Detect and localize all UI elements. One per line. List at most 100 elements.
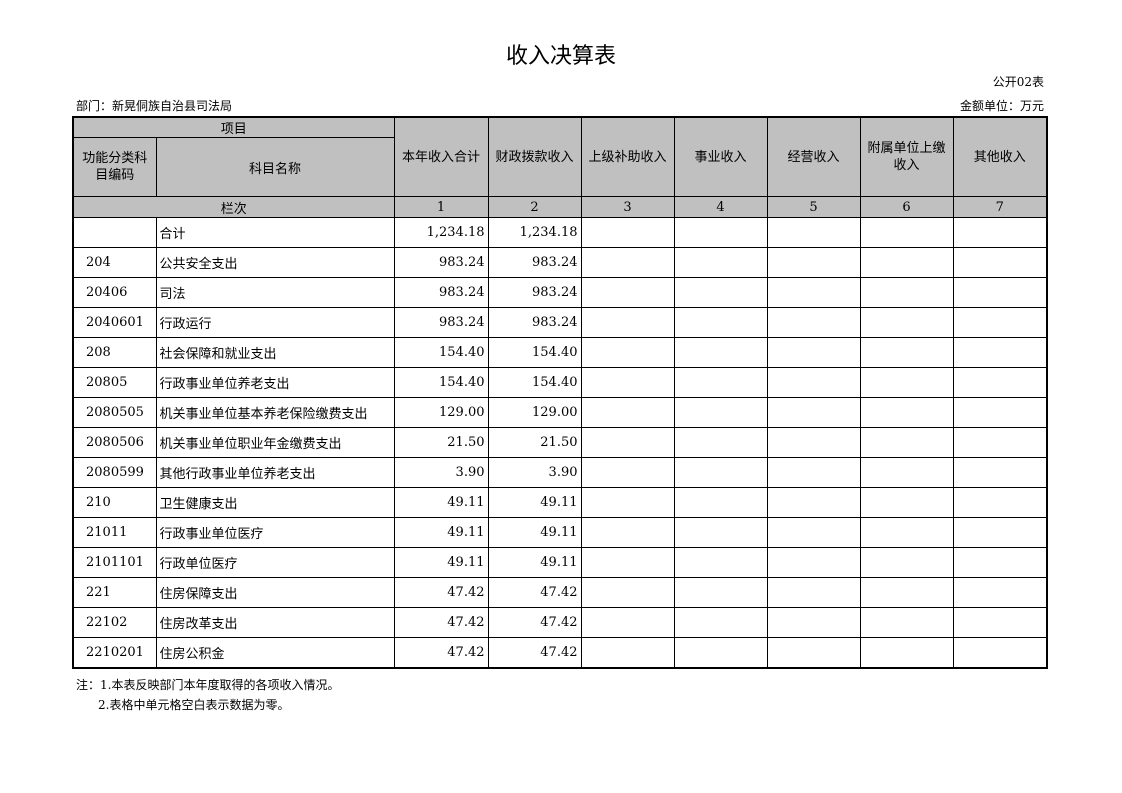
table-row: 2080505 机关事业单位基本养老保险缴费支出 129.00 129.00 [72, 397, 1048, 428]
row-code: 2101101 [72, 547, 157, 578]
row-fiscal: 49.11 [487, 517, 582, 548]
column-number: 1 [393, 196, 489, 218]
header-name: 科目名称 [155, 137, 395, 197]
empty-cell [952, 367, 1048, 398]
table-row: 20805 行政事业单位养老支出 154.40 154.40 [72, 367, 1048, 398]
empty-cell [580, 397, 675, 428]
empty-cell [952, 637, 1048, 669]
row-total: 154.40 [393, 367, 489, 398]
row-code: 208 [72, 337, 157, 368]
row-fiscal: 47.42 [487, 577, 582, 608]
row-code: 2040601 [72, 307, 157, 338]
header-col-5: 经营收入 [766, 116, 861, 197]
column-number: 6 [859, 196, 954, 218]
empty-cell [580, 457, 675, 488]
row-total: 47.42 [393, 607, 489, 638]
row-total: 1,234.18 [393, 217, 489, 248]
empty-cell [952, 577, 1048, 608]
table-row: 合计 1,234.18 1,234.18 [72, 217, 1048, 248]
empty-cell [766, 487, 861, 518]
column-number: 5 [766, 196, 861, 218]
note-1: 注：1.本表反映部门本年度取得的各项收入情况。 [76, 678, 340, 692]
empty-cell [580, 247, 675, 278]
empty-cell [859, 337, 954, 368]
table-row: 21011 行政事业单位医疗 49.11 49.11 [72, 517, 1048, 548]
row-code [72, 217, 157, 248]
table-row: 204 公共安全支出 983.24 983.24 [72, 247, 1048, 278]
column-number: 7 [952, 196, 1048, 218]
empty-cell [673, 277, 768, 308]
empty-cell [952, 457, 1048, 488]
header-col-2: 财政拨款收入 [487, 116, 582, 197]
header-col-6: 附属单位上缴收入 [859, 116, 954, 197]
row-code: 22102 [72, 607, 157, 638]
empty-cell [673, 517, 768, 548]
row-total: 49.11 [393, 517, 489, 548]
row-name: 行政事业单位医疗 [155, 517, 395, 548]
empty-cell [952, 247, 1048, 278]
empty-cell [766, 277, 861, 308]
income-table: 项目 本年收入合计 财政拨款收入 上级补助收入 事业收入 经营收入 附属单位上缴… [72, 116, 1048, 669]
empty-cell [766, 577, 861, 608]
empty-cell [952, 607, 1048, 638]
row-total: 47.42 [393, 577, 489, 608]
empty-cell [859, 607, 954, 638]
empty-cell [580, 337, 675, 368]
empty-cell [673, 637, 768, 669]
empty-cell [673, 427, 768, 458]
header-col-7: 其他收入 [952, 116, 1048, 197]
row-name: 其他行政事业单位养老支出 [155, 457, 395, 488]
row-total: 49.11 [393, 547, 489, 578]
empty-cell [673, 607, 768, 638]
empty-cell [580, 217, 675, 248]
row-fiscal: 154.40 [487, 337, 582, 368]
page-title: 收入决算表 [505, 44, 616, 69]
row-code: 2080506 [72, 427, 157, 458]
empty-cell [673, 367, 768, 398]
empty-cell [859, 637, 954, 669]
row-fiscal: 983.24 [487, 247, 582, 278]
empty-cell [952, 337, 1048, 368]
empty-cell [673, 457, 768, 488]
row-total: 983.24 [393, 247, 489, 278]
empty-cell [859, 427, 954, 458]
empty-cell [580, 367, 675, 398]
empty-cell [952, 397, 1048, 428]
row-name: 机关事业单位职业年金缴费支出 [155, 427, 395, 458]
empty-cell [859, 577, 954, 608]
empty-cell [952, 217, 1048, 248]
empty-cell [859, 247, 954, 278]
column-number: 4 [673, 196, 768, 218]
row-name: 卫生健康支出 [155, 487, 395, 518]
row-fiscal: 3.90 [487, 457, 582, 488]
row-name: 合计 [155, 217, 395, 248]
table-row: 221 住房保障支出 47.42 47.42 [72, 577, 1048, 608]
empty-cell [766, 547, 861, 578]
table-row: 210 卫生健康支出 49.11 49.11 [72, 487, 1048, 518]
empty-cell [766, 607, 861, 638]
empty-cell [766, 307, 861, 338]
empty-cell [766, 217, 861, 248]
empty-cell [859, 457, 954, 488]
row-name: 住房改革支出 [155, 607, 395, 638]
row-total: 49.11 [393, 487, 489, 518]
table-code: 公开02表 [992, 75, 1044, 89]
row-fiscal: 49.11 [487, 547, 582, 578]
header-col-4: 事业收入 [673, 116, 768, 197]
empty-cell [766, 457, 861, 488]
row-name: 行政事业单位养老支出 [155, 367, 395, 398]
row-code: 2080505 [72, 397, 157, 428]
row-total: 47.42 [393, 637, 489, 669]
empty-cell [952, 547, 1048, 578]
empty-cell [766, 637, 861, 669]
empty-cell [766, 337, 861, 368]
empty-cell [859, 307, 954, 338]
empty-cell [766, 247, 861, 278]
empty-cell [673, 247, 768, 278]
empty-cell [766, 397, 861, 428]
empty-cell [673, 577, 768, 608]
table-row: 2080506 机关事业单位职业年金缴费支出 21.50 21.50 [72, 427, 1048, 458]
table-row: 2080599 其他行政事业单位养老支出 3.90 3.90 [72, 457, 1048, 488]
empty-cell [859, 277, 954, 308]
empty-cell [673, 307, 768, 338]
